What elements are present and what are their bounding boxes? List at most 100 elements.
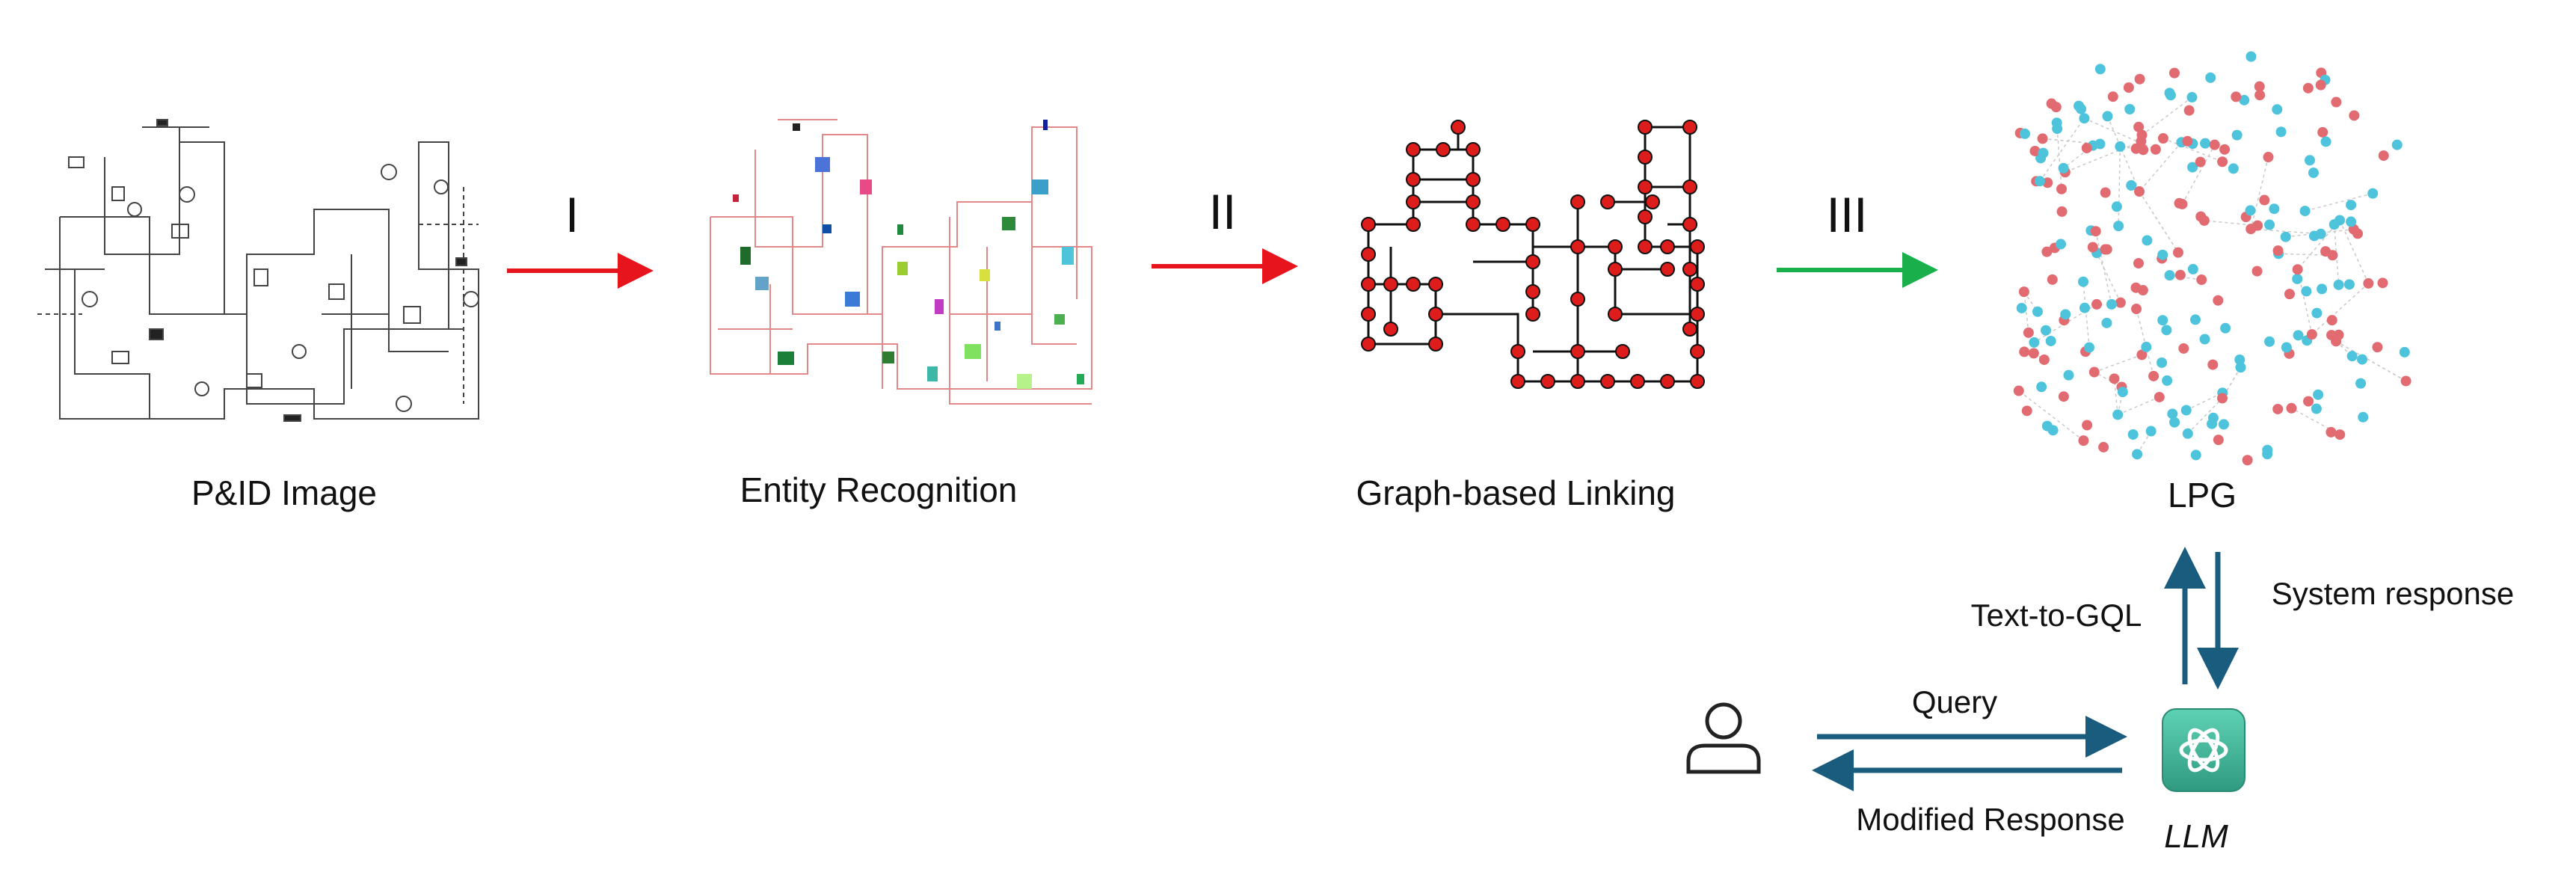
lpg-node (2079, 113, 2090, 124)
lpg-edge (2297, 219, 2340, 270)
graph-node (1638, 150, 1653, 165)
graph-node (1428, 337, 1443, 352)
lpg-node (2157, 133, 2168, 144)
graph-node (1466, 194, 1481, 209)
lpg-node (2087, 242, 2098, 253)
entity-recognition-label: Entity Recognition (740, 470, 1018, 509)
lpg-node (2399, 346, 2410, 357)
lpg-node (2056, 183, 2068, 194)
lpg-node (2038, 147, 2049, 159)
lpg-node (2041, 325, 2052, 336)
graph-node (1466, 217, 1481, 232)
graph-linking-label: Graph-based Linking (1356, 473, 1675, 512)
lpg-node (2349, 110, 2360, 121)
graph-node (1608, 307, 1623, 322)
lpg-node (2098, 441, 2109, 452)
lpg-node (2041, 420, 2053, 432)
graph-node (1645, 194, 1660, 209)
lpg-edge (2187, 397, 2223, 435)
lpg-node (2168, 67, 2180, 79)
lpg-node (2251, 265, 2263, 277)
graph-node (1466, 172, 1481, 187)
graph-node (1383, 322, 1398, 337)
lpg-node (2117, 387, 2128, 398)
lpg-node (2174, 269, 2186, 280)
graph-node (1428, 307, 1443, 322)
lpg-node (2046, 98, 2057, 109)
lpg-node (2252, 220, 2263, 231)
lpg-node (2326, 315, 2337, 326)
lpg-edge (2082, 281, 2090, 348)
lpg-node (2060, 309, 2071, 320)
lpg-node (2150, 144, 2161, 155)
lpg-node (2190, 449, 2201, 461)
lpg-node (2207, 418, 2218, 429)
lpg-node (2102, 111, 2113, 122)
lpg-node (2187, 162, 2198, 173)
lpg-node (2275, 126, 2287, 138)
lpg-node (2213, 435, 2224, 446)
graph-node (1638, 120, 1653, 135)
lpg-node (2245, 205, 2256, 216)
lpg-node (2302, 82, 2314, 93)
lpg-node (2019, 128, 2030, 139)
lpg-node (2082, 420, 2093, 431)
lpg-node (2306, 329, 2317, 340)
lpg-node (2164, 270, 2175, 281)
graph-node (1682, 120, 1697, 135)
lpg-node (2124, 104, 2136, 115)
graph-node (1690, 374, 1705, 389)
graph-node (1600, 374, 1615, 389)
lpg-node (2272, 403, 2284, 414)
lpg-node (2320, 246, 2331, 257)
lpg-node (2133, 258, 2144, 269)
lpg-edge (2139, 191, 2179, 254)
graph-node (1660, 239, 1675, 254)
lpg-node (2292, 264, 2303, 275)
lpg-edge (2250, 156, 2269, 230)
lpg-node (2196, 274, 2207, 286)
lpg-node (2372, 342, 2383, 353)
lpg-node (2063, 369, 2074, 381)
lpg-node (2220, 322, 2231, 334)
graph-node (1540, 374, 1555, 389)
pid-image-label: P&ID Image (191, 473, 377, 512)
graph-node (1510, 374, 1525, 389)
graph-node (1510, 344, 1525, 359)
lpg-node (2367, 188, 2379, 199)
lpg-node (2308, 230, 2320, 242)
lpg-node (2234, 354, 2245, 366)
lpg-node (2107, 91, 2118, 102)
lpg-node (2199, 334, 2210, 345)
lpg-node (2264, 336, 2275, 347)
lpg-node (2308, 168, 2319, 179)
lpg-node (2346, 216, 2357, 227)
graph-node (1600, 194, 1615, 209)
graph-node (1361, 277, 1376, 292)
lpg-edge (2162, 138, 2223, 162)
lpg-node (2292, 273, 2303, 284)
lpg-edge (2106, 116, 2140, 192)
lpg-node (2100, 244, 2111, 255)
lpg-node (2172, 247, 2183, 258)
lpg-edge (2039, 117, 2085, 182)
lpg-node (2112, 409, 2124, 420)
lpg-node (2028, 348, 2039, 359)
lpg-edge (2113, 378, 2118, 415)
lpg-node (2091, 298, 2103, 310)
lpg-node (2263, 152, 2274, 163)
lpg-node (2346, 200, 2357, 211)
graph-node (1406, 194, 1421, 209)
text-to-gql-label: Text-to-GQL (1971, 598, 2142, 633)
graph-node (1406, 217, 1421, 232)
lpg-node (2180, 405, 2192, 416)
graph-node (1608, 239, 1623, 254)
lpg-node (2331, 96, 2342, 108)
lpg-node (2058, 391, 2069, 402)
lpg-node (2400, 375, 2411, 387)
user-icon (1686, 702, 1761, 774)
lpg-edge (2181, 144, 2216, 205)
lpg-edge (2311, 283, 2369, 335)
lpg-node (2047, 274, 2058, 285)
lpg-node (2148, 370, 2160, 381)
